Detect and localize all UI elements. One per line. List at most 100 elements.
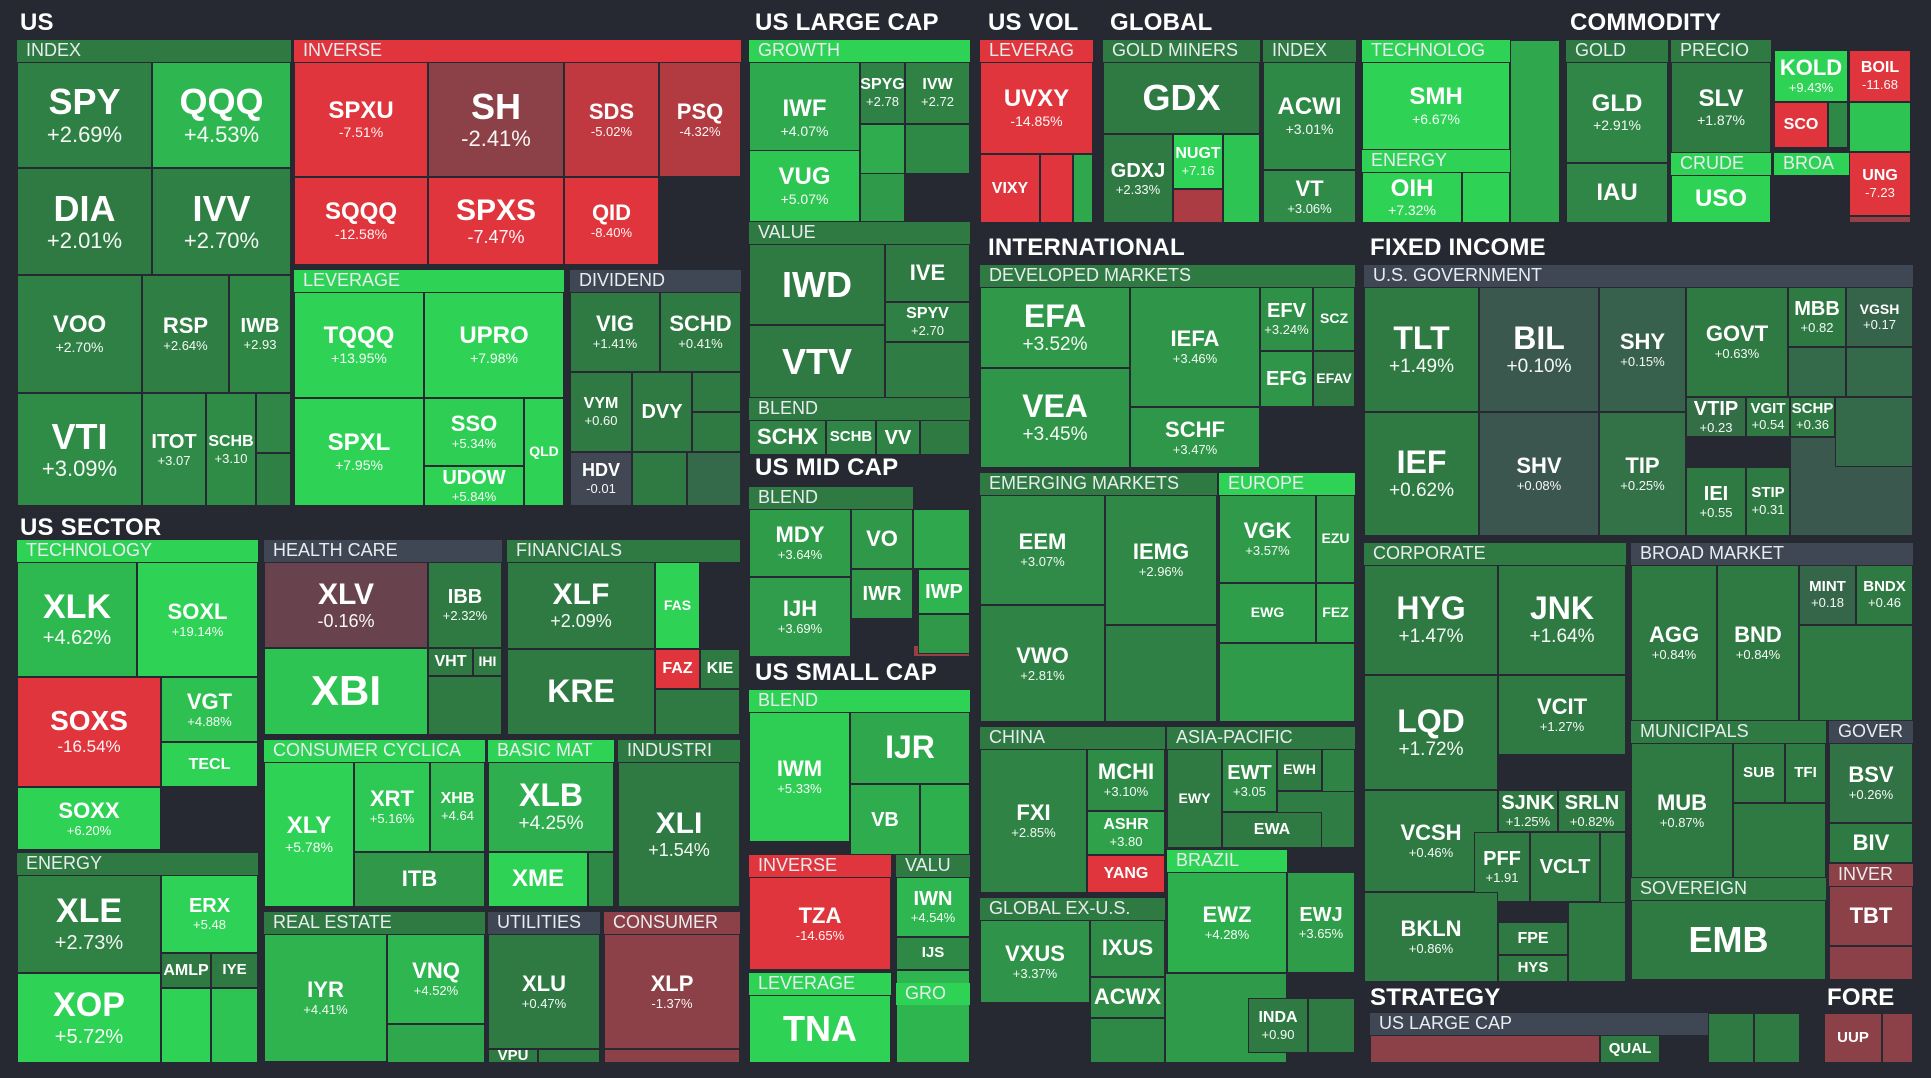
tile-soxs[interactable]: SOXS -16.54%	[17, 677, 161, 787]
tile-xle[interactable]: XLE +2.73%	[17, 875, 161, 973]
tile-unlabeled[interactable]	[1105, 625, 1217, 722]
tile-lqd[interactable]: LQD +1.72%	[1364, 675, 1498, 790]
tile-iwb[interactable]: IWB +2.93	[229, 275, 291, 393]
tile-spyv[interactable]: SPYV +2.70	[885, 302, 970, 342]
tile-qqq[interactable]: QQQ +4.53%	[152, 62, 291, 168]
tile-ashr[interactable]: ASHR +3.80	[1087, 811, 1165, 855]
tile-schb[interactable]: SCHB	[826, 420, 876, 455]
tile-unlabeled[interactable]	[387, 1024, 485, 1063]
tile-srln[interactable]: SRLN +0.82%	[1558, 790, 1626, 832]
tile-tecl[interactable]: TECL	[161, 742, 258, 787]
tile-iau[interactable]: IAU	[1566, 163, 1668, 223]
tile-pff[interactable]: PFF +1.91	[1474, 832, 1530, 902]
tile-mint[interactable]: MINT +0.18	[1799, 565, 1856, 625]
tile-vclt[interactable]: VCLT	[1530, 832, 1600, 902]
tile-bil[interactable]: BIL +0.10%	[1479, 287, 1599, 412]
tile-unlabeled[interactable]	[920, 784, 970, 855]
tile-fez[interactable]: FEZ	[1316, 583, 1355, 643]
tile-ewy[interactable]: EWY	[1167, 749, 1222, 848]
tile-qual[interactable]: QUAL	[1600, 1035, 1660, 1063]
tile-tqqq[interactable]: TQQQ +13.95%	[294, 292, 424, 398]
tile-unlabeled[interactable]	[1733, 803, 1826, 878]
tile-unlabeled[interactable]	[1223, 134, 1260, 223]
tile-xop[interactable]: XOP +5.72%	[17, 973, 161, 1063]
tile-vgt[interactable]: VGT +4.88%	[161, 677, 258, 742]
tile-schf[interactable]: SCHF +3.47%	[1130, 407, 1260, 468]
tile-qid[interactable]: QID -8.40%	[564, 177, 659, 265]
tile-upro[interactable]: UPRO +7.98%	[424, 292, 564, 398]
tile-jnk[interactable]: JNK +1.64%	[1498, 565, 1626, 675]
tile-hdv[interactable]: HDV -0.01	[570, 452, 632, 506]
tile-ijr[interactable]: IJR	[850, 712, 970, 784]
tile-ijs[interactable]: IJS	[896, 937, 970, 970]
tile-nugt[interactable]: NUGT +7.16	[1173, 134, 1223, 189]
tile-unlabeled[interactable]	[1849, 216, 1911, 223]
tile-qld[interactable]: QLD	[524, 398, 564, 506]
tile-unlabeled[interactable]	[1708, 1013, 1754, 1063]
tile-iemg[interactable]: IEMG +2.96%	[1105, 495, 1217, 625]
tile-xrt[interactable]: XRT +5.16%	[354, 762, 430, 852]
tile-spxs[interactable]: SPXS -7.47%	[428, 177, 564, 265]
tile-xlb[interactable]: XLB +4.25%	[488, 762, 614, 852]
tile-agg[interactable]: AGG +0.84%	[1631, 565, 1717, 721]
tile-ixus[interactable]: IXUS	[1090, 920, 1165, 977]
tile-inda[interactable]: INDA +0.90	[1248, 998, 1308, 1053]
tile-ive[interactable]: IVE	[885, 244, 970, 302]
tile-vig[interactable]: VIG +1.41%	[570, 292, 660, 372]
tile-bndx[interactable]: BNDX +0.46	[1856, 565, 1913, 625]
tile-sso[interactable]: SSO +5.34%	[424, 398, 524, 466]
tile-vea[interactable]: VEA +3.45%	[980, 368, 1130, 468]
tile-uvxy[interactable]: UVXY -14.85%	[980, 62, 1093, 154]
tile-ewz[interactable]: EWZ +4.28%	[1167, 872, 1287, 973]
tile-schx[interactable]: SCHX	[749, 420, 826, 455]
tile-sjnk[interactable]: SJNK +1.25%	[1498, 790, 1558, 832]
tile-vug[interactable]: VUG +5.07%	[749, 150, 860, 222]
tile-unlabeled[interactable]	[1846, 347, 1913, 397]
tile-efa[interactable]: EFA +3.52%	[980, 287, 1130, 368]
tile-spxl[interactable]: SPXL +7.95%	[294, 398, 424, 506]
tile-vgit[interactable]: VGIT +0.54	[1746, 397, 1790, 437]
tile-tip[interactable]: TIP +0.25%	[1599, 412, 1686, 536]
tile-unlabeled[interactable]	[860, 124, 905, 174]
tile-unlabeled[interactable]	[687, 452, 741, 506]
tile-vv[interactable]: VV	[876, 420, 920, 455]
tile-unlabeled[interactable]	[1510, 40, 1560, 223]
tile-xli[interactable]: XLI +1.54%	[618, 762, 740, 907]
tile-fpe[interactable]: FPE	[1498, 922, 1568, 955]
tile-iyr[interactable]: IYR +4.41%	[264, 934, 387, 1062]
tile-unlabeled[interactable]	[1370, 1035, 1600, 1063]
tile-vnq[interactable]: VNQ +4.52%	[387, 934, 485, 1024]
tile-xlk[interactable]: XLK +4.62%	[17, 562, 137, 677]
tile-scz[interactable]: SCZ	[1313, 287, 1355, 351]
tile-tfi[interactable]: TFI	[1785, 743, 1826, 803]
tile-unlabeled[interactable]	[1219, 643, 1355, 722]
tile-efav[interactable]: EFAV	[1313, 351, 1355, 407]
tile-unlabeled[interactable]	[1308, 998, 1355, 1053]
tile-unlabeled[interactable]	[1462, 172, 1510, 223]
tile-boil[interactable]: BOIL -11.68	[1849, 50, 1911, 102]
tile-unlabeled[interactable]	[692, 412, 741, 452]
tile-efv[interactable]: EFV +3.24%	[1260, 287, 1313, 351]
tile-smh[interactable]: SMH +6.67%	[1362, 62, 1510, 150]
tile-ezu[interactable]: EZU	[1316, 495, 1355, 583]
tile-xbi[interactable]: XBI	[264, 648, 428, 735]
tile-schp[interactable]: SCHP +0.36	[1790, 397, 1835, 437]
tile-itb[interactable]: ITB	[354, 852, 485, 907]
tile-slv[interactable]: SLV +1.87%	[1671, 62, 1771, 153]
tile-yang[interactable]: YANG	[1087, 855, 1165, 893]
tile-govt[interactable]: GOVT +0.63%	[1686, 287, 1788, 397]
tile-mdy[interactable]: MDY +3.64%	[749, 509, 851, 577]
tile-tna[interactable]: TNA	[749, 995, 891, 1063]
tile-sh[interactable]: SH -2.41%	[428, 62, 564, 177]
tile-kie[interactable]: KIE	[700, 649, 740, 689]
tile-eem[interactable]: EEM +3.07%	[980, 495, 1105, 605]
tile-unlabeled[interactable]	[1882, 1013, 1913, 1063]
tile-unlabeled[interactable]	[1754, 1013, 1800, 1063]
tile-udow[interactable]: UDOW +5.84%	[424, 466, 524, 506]
tile-amlp[interactable]: AMLP	[161, 953, 211, 988]
tile-hyg[interactable]: HYG +1.47%	[1364, 565, 1498, 675]
tile-ibb[interactable]: IBB +2.32%	[428, 562, 502, 648]
tile-unlabeled[interactable]	[588, 852, 614, 907]
tile-itot[interactable]: ITOT +3.07	[142, 393, 206, 506]
tile-vpu[interactable]: VPU	[488, 1049, 538, 1063]
